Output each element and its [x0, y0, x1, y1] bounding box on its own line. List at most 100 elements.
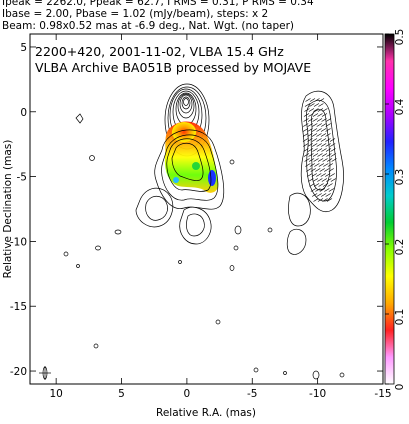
- evpa-tick: [320, 138, 327, 142]
- evpa-tick: [308, 178, 314, 182]
- evpa-tick: [308, 113, 314, 117]
- colorbar-tick-label: 0.1: [394, 309, 406, 326]
- evpa-tick: [314, 98, 320, 102]
- evpa-tick: [321, 178, 328, 182]
- evpa-tick: [303, 113, 310, 117]
- evpa-tick: [302, 133, 309, 137]
- evpa-tick: [326, 153, 332, 157]
- evpa-tick: [316, 143, 322, 147]
- evpa-tick: [316, 133, 322, 137]
- evpa-tick: [324, 168, 330, 172]
- evpa-tick: [321, 153, 328, 157]
- y-tick-label: 0: [20, 107, 27, 119]
- y-tick-label: -15: [10, 301, 27, 313]
- evpa-tick: [320, 128, 327, 132]
- evpa-tick: [310, 168, 316, 172]
- evpa-tick: [303, 153, 310, 157]
- evpa-tick: [329, 173, 335, 177]
- x-tick-label: -5: [247, 388, 257, 400]
- evpa-tick: [322, 183, 329, 187]
- evpa-tick: [303, 123, 309, 127]
- evpa-tick: [317, 153, 323, 157]
- evpa-tick: [312, 123, 318, 127]
- evpa-tick: [312, 113, 319, 117]
- evpa-tick: [326, 158, 333, 162]
- colorbar: [384, 33, 395, 385]
- evpa-tick: [321, 113, 328, 117]
- evpa-tick: [313, 108, 319, 112]
- evpa-tick: [304, 108, 310, 112]
- evpa-tick: [320, 133, 327, 137]
- evpa-tick: [325, 138, 331, 142]
- y-axis-label: Relative Declination (mas): [2, 140, 14, 279]
- evpa-tick: [318, 103, 324, 107]
- evpa-tick: [317, 108, 324, 112]
- evpa-tick: [322, 108, 328, 112]
- evpa-tick: [322, 198, 328, 202]
- x-axis-ticks: 10 5 0 -5 -10 -15: [49, 34, 392, 400]
- y-tick-label: -10: [10, 236, 27, 248]
- evpa-tick: [325, 173, 331, 177]
- evpa-tick: [316, 128, 322, 132]
- evpa-tick: [325, 193, 331, 197]
- evpa-tick: [316, 138, 322, 142]
- evpa-tick: [312, 178, 319, 182]
- blue-polarisation-spot: [208, 170, 216, 186]
- y-tick-label: 5: [20, 42, 27, 54]
- evpa-tick: [331, 158, 337, 162]
- green-polarisation-spot: [192, 162, 200, 170]
- evpa-tick: [319, 188, 326, 192]
- evpa-tick: [305, 98, 311, 102]
- evpa-tick: [311, 138, 318, 142]
- evpa-tick: [328, 168, 334, 172]
- evpa-tick: [317, 178, 323, 182]
- evpa-tick: [325, 128, 331, 132]
- evpa-tick: [326, 178, 332, 182]
- evpa-tick: [318, 98, 325, 102]
- evpa-ticks: [302, 98, 337, 202]
- x-tick-label: -10: [309, 388, 326, 400]
- plot-frame: [29, 33, 384, 385]
- evpa-tick: [311, 128, 318, 132]
- evpa-tick: [318, 163, 325, 167]
- evpa-tick: [307, 133, 313, 137]
- chart-title: 2200+420, 2001-11-02, VLBA 15.4 GHz: [35, 44, 284, 59]
- evpa-tick: [325, 143, 331, 147]
- evpa-tick: [309, 183, 315, 187]
- evpa-tick: [311, 193, 318, 197]
- noise-contours: [63, 113, 345, 380]
- evpa-tick: [303, 118, 309, 122]
- evpa-tick: [316, 173, 322, 177]
- evpa-tick: [311, 173, 317, 177]
- evpa-tick: [302, 138, 309, 142]
- evpa-tick: [325, 123, 331, 127]
- colorbar-tick-label: 0.3: [394, 169, 406, 186]
- evpa-tick: [307, 118, 314, 122]
- evpa-tick: [313, 158, 319, 162]
- colorbar-tick-label: 0.4: [394, 98, 406, 115]
- evpa-tick: [308, 108, 315, 112]
- evpa-tick: [316, 193, 322, 197]
- evpa-tick: [316, 148, 323, 152]
- evpa-tick: [315, 188, 321, 192]
- evpa-tick: [303, 148, 309, 152]
- header-line-2: Ibase = 2.00, Pbase = 1.02 (mJy/beam), s…: [2, 8, 269, 20]
- total-intensity-panel: [63, 83, 345, 380]
- evpa-tick: [318, 183, 324, 187]
- jet-contours: [135, 129, 225, 245]
- evpa-tick: [326, 198, 333, 202]
- x-axis-label: Relative R.A. (mas): [156, 407, 256, 419]
- evpa-tick: [329, 143, 336, 147]
- evpa-tick: [306, 168, 312, 172]
- x-tick-label: 5: [118, 388, 125, 400]
- evpa-tick: [320, 143, 327, 147]
- evpa-tick: [304, 103, 311, 107]
- evpa-tick: [327, 163, 334, 167]
- evpa-tick: [330, 153, 337, 157]
- evpa-tick: [311, 133, 318, 137]
- evpa-tick: [320, 173, 326, 177]
- evpa-tick: [324, 188, 330, 192]
- evpa-tick: [309, 163, 316, 167]
- evpa-tick: [307, 123, 313, 127]
- evpa-tick: [316, 118, 323, 122]
